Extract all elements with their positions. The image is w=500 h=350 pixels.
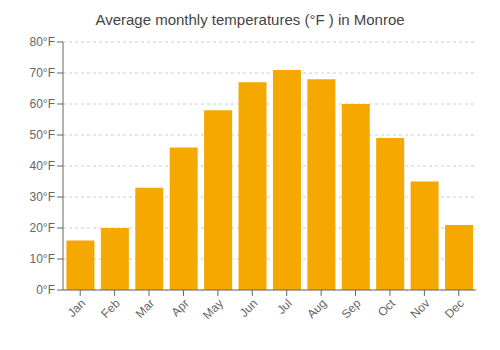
svg-text:Sep: Sep xyxy=(339,296,364,321)
svg-text:Oct: Oct xyxy=(375,296,399,320)
svg-text:Jun: Jun xyxy=(237,296,261,320)
svg-text:80°F: 80°F xyxy=(30,35,55,49)
svg-text:Feb: Feb xyxy=(98,296,123,321)
svg-text:20°F: 20°F xyxy=(30,221,55,235)
svg-text:40°F: 40°F xyxy=(30,159,55,173)
html-text:Average monthly temperatures (: Average monthly temperatures (°F ) in Mo… xyxy=(95,11,405,28)
svg-text:Jul: Jul xyxy=(274,296,295,317)
svg-text:Mar: Mar xyxy=(133,296,158,321)
svg-text:60°F: 60°F xyxy=(30,97,55,111)
svg-text:Dec: Dec xyxy=(442,296,467,321)
svg-text:Jan: Jan xyxy=(65,296,89,320)
svg-text:50°F: 50°F xyxy=(30,128,55,142)
svg-text:10°F: 10°F xyxy=(30,252,55,266)
svg-text:Nov: Nov xyxy=(408,296,433,321)
svg-text:0°F: 0°F xyxy=(36,283,55,297)
svg-text:Apr: Apr xyxy=(168,296,191,319)
svg-text:Aug: Aug xyxy=(304,296,329,321)
svg-text:70°F: 70°F xyxy=(30,66,55,80)
svg-text:May: May xyxy=(200,296,226,322)
svg-text:30°F: 30°F xyxy=(30,190,55,204)
